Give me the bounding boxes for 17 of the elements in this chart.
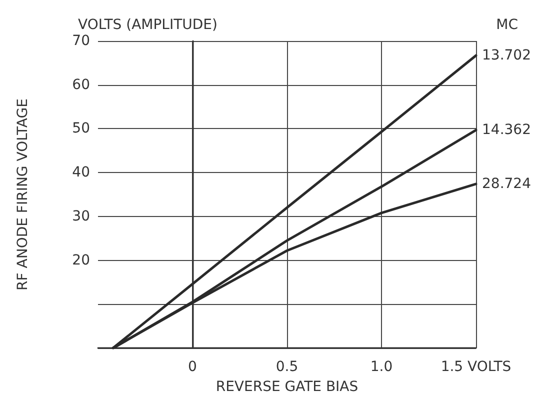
y-tick-label: 30 xyxy=(72,208,90,224)
y-tick-label: 20 xyxy=(72,252,90,268)
series-label: 14.362 xyxy=(482,122,531,138)
x-tick-label: 1.0 xyxy=(370,359,393,375)
legend-title: MC xyxy=(496,17,518,33)
text: VOLTS (AMPLITUDE) xyxy=(78,17,218,33)
y-tick-label: 70 xyxy=(72,33,90,49)
x-tick-label: 0.5 xyxy=(276,359,298,375)
x-tick-label: 1.5 VOLTS xyxy=(440,359,512,375)
series-label: 28.724 xyxy=(482,176,532,192)
series-label: 13.702 xyxy=(482,47,531,64)
y-axis-title: RF ANODE FIRING VOLTAGE xyxy=(15,98,31,290)
x-axis-title: REVERSE GATE BIAS xyxy=(216,379,358,395)
y-tick-label: 50 xyxy=(72,120,90,137)
y-tick-label: 40 xyxy=(72,164,90,181)
y-tick-label: 60 xyxy=(72,76,90,93)
x-tick-label: 0 xyxy=(188,359,197,375)
